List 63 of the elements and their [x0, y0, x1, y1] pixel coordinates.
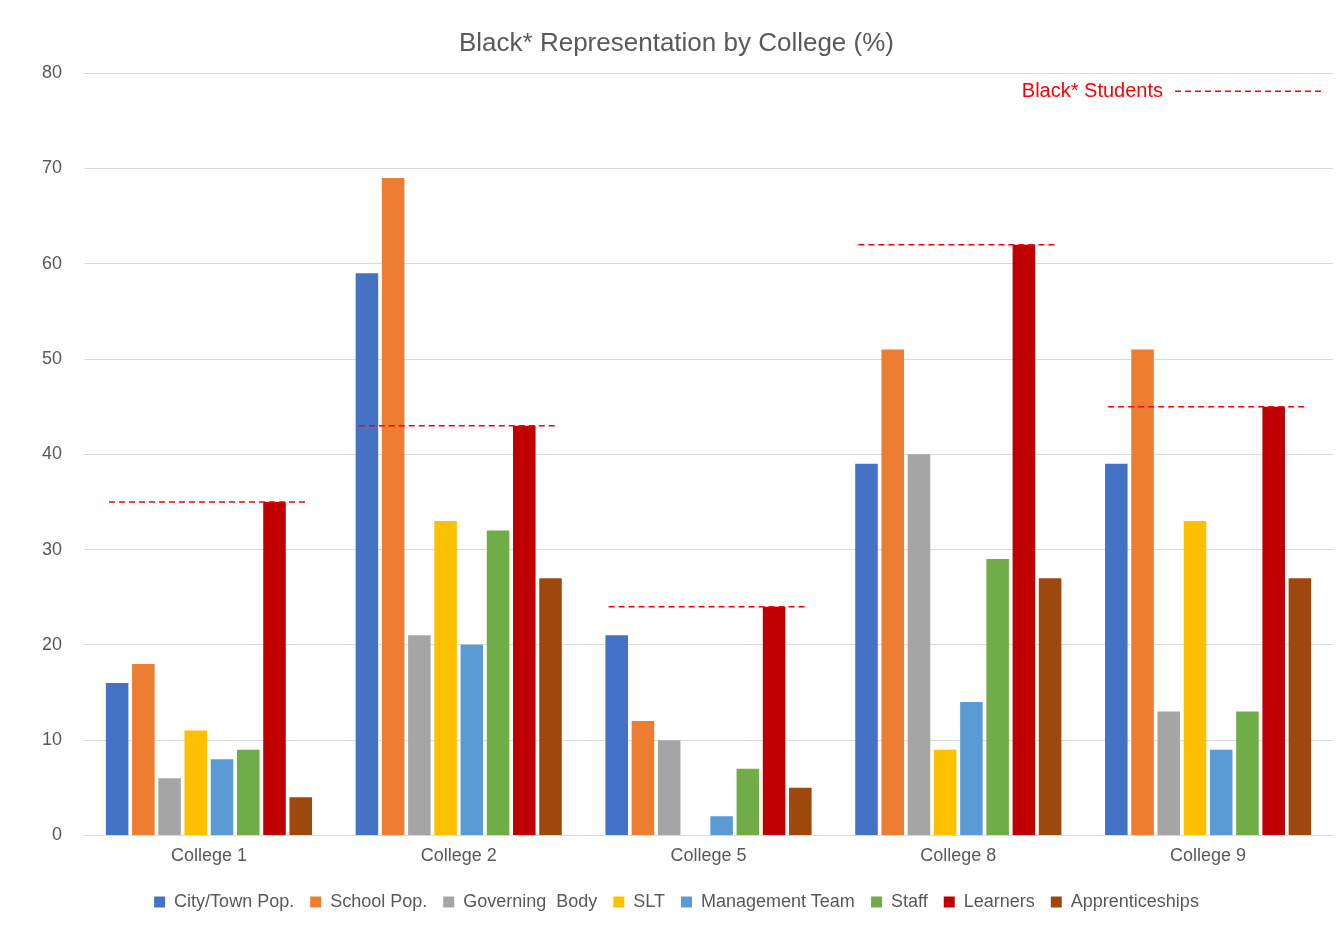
bar	[1157, 711, 1181, 835]
y-tick-label: 40	[41, 443, 63, 464]
bar	[960, 702, 983, 835]
bar	[1012, 244, 1036, 835]
bar	[355, 273, 379, 835]
bar	[1209, 749, 1233, 835]
legend-label: School Pop.	[330, 890, 428, 911]
bar	[486, 530, 510, 835]
bar	[1262, 406, 1285, 835]
legend-label: Staff	[891, 890, 929, 911]
legend-label: Learners	[963, 890, 1035, 911]
bar	[1038, 578, 1062, 835]
bar	[762, 606, 786, 835]
y-tick-label: 60	[41, 252, 63, 273]
bar	[289, 797, 312, 835]
bar	[158, 778, 181, 835]
bar	[907, 454, 931, 835]
bar	[855, 463, 878, 835]
bar	[105, 682, 129, 835]
bar	[263, 501, 286, 835]
y-tick-label: 20	[41, 633, 63, 654]
bar	[434, 520, 457, 835]
x-tick-label: College 1	[170, 845, 247, 866]
legend-label: Governing Body	[463, 890, 598, 911]
bar	[184, 730, 208, 835]
bar	[132, 663, 155, 835]
bar	[1183, 520, 1207, 835]
y-tick-label: 80	[41, 62, 63, 83]
x-tick-label: College 8	[920, 845, 997, 866]
y-tick-label: 70	[41, 157, 63, 178]
bar	[631, 721, 655, 835]
legend-label: City/Town Pop.	[174, 890, 295, 911]
bar	[539, 578, 562, 835]
bar	[1131, 349, 1154, 835]
y-tick-label: 10	[41, 729, 63, 750]
bar	[933, 749, 957, 835]
x-tick-label: College 9	[1170, 845, 1247, 866]
legend-label: Management Team	[700, 890, 855, 911]
bar	[710, 816, 733, 835]
bar	[986, 559, 1009, 835]
legend-label: SLT	[633, 890, 665, 911]
chart-title: Black* Representation by College (%)	[459, 26, 894, 57]
bar	[657, 740, 681, 835]
bar	[736, 768, 760, 835]
legend-label: Apprenticeships	[1070, 890, 1199, 911]
x-tick-label: College 5	[670, 845, 747, 866]
bar	[381, 178, 405, 835]
y-tick-label: 0	[52, 824, 63, 845]
y-tick-label: 50	[41, 347, 63, 368]
bar	[789, 787, 812, 835]
bar	[1105, 463, 1128, 835]
bar	[881, 349, 905, 835]
bar	[460, 644, 484, 835]
bar	[1236, 711, 1259, 835]
y-tick-label: 30	[41, 538, 63, 559]
annotation: Black* Students	[1021, 78, 1163, 101]
x-tick-label: College 2	[420, 845, 497, 866]
bar	[605, 635, 628, 835]
bar	[408, 635, 431, 835]
bar	[236, 749, 260, 835]
bar	[513, 425, 536, 835]
bar	[1288, 578, 1312, 835]
bar	[210, 759, 234, 835]
